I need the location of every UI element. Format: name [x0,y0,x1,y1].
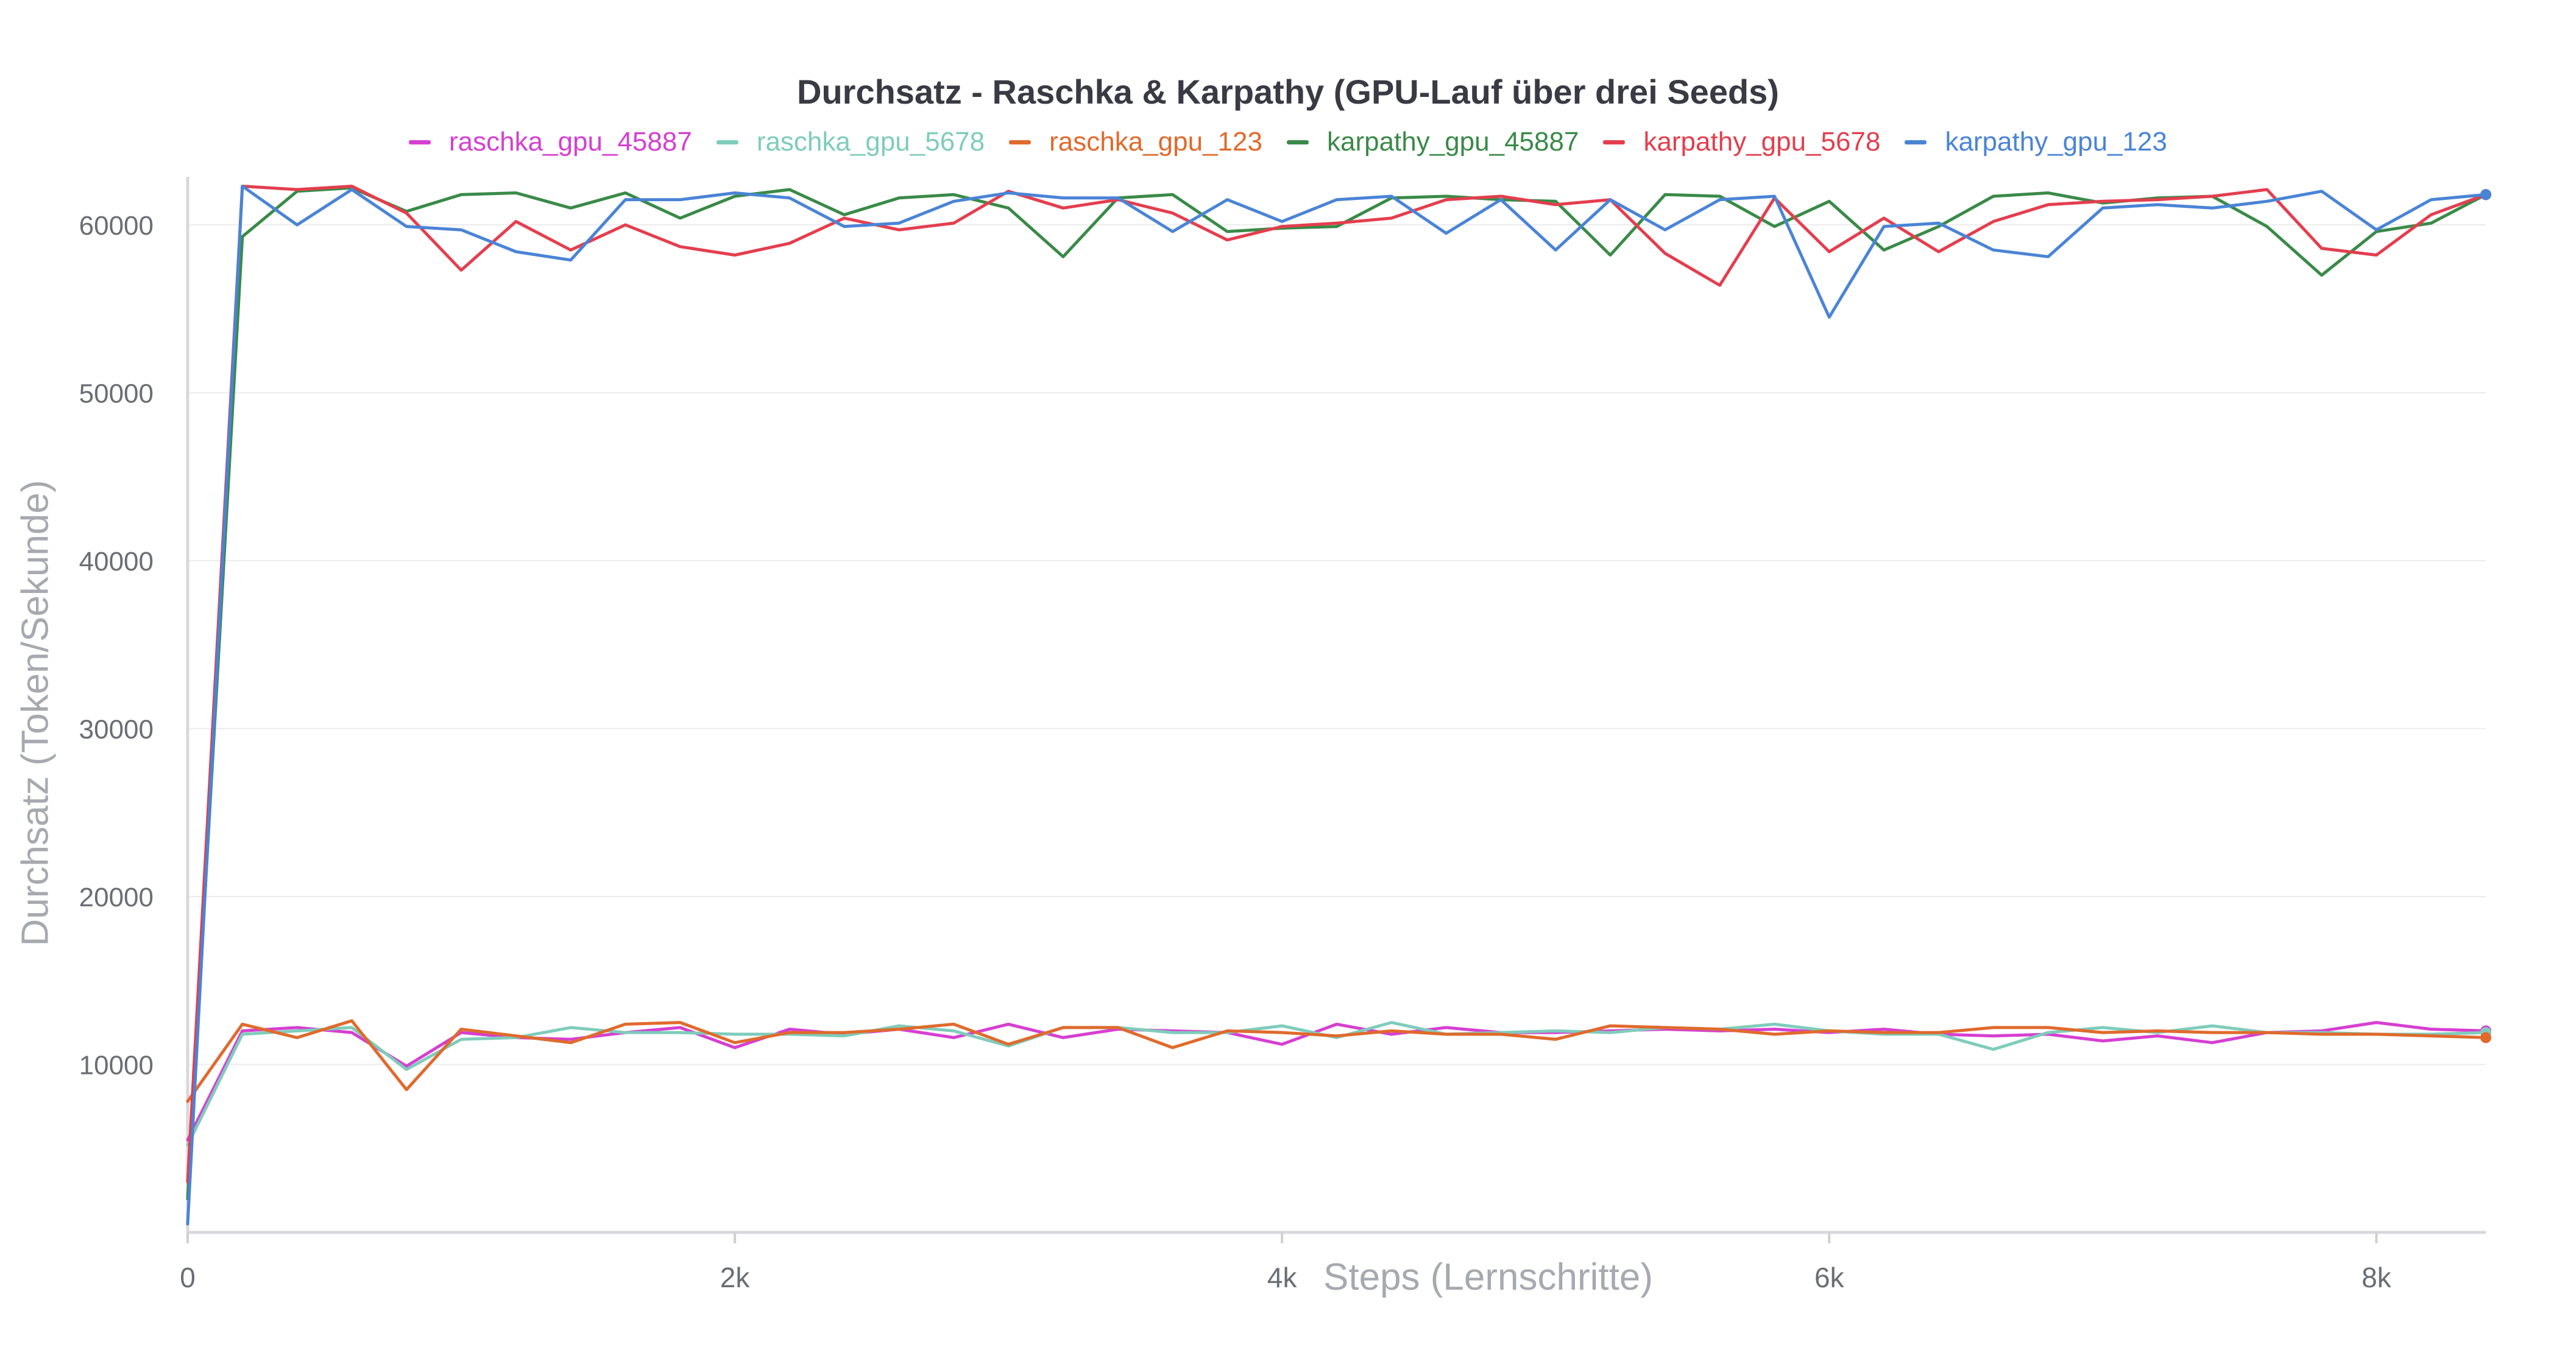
legend-label: raschka_gpu_123 [1049,127,1262,157]
y-tick-label: 40000 [79,547,154,577]
legend-label: raschka_gpu_45887 [449,127,692,157]
legend-label: karpathy_gpu_45887 [1326,127,1579,157]
legend-item[interactable]: karpathy_gpu_123 [1905,127,2167,157]
y-axis-label: Durchsatz (Token/Sekunde) [14,480,57,947]
legend-label: raschka_gpu_5678 [756,127,985,157]
legend-swatch [1603,140,1626,144]
legend-item[interactable]: karpathy_gpu_45887 [1286,127,1579,157]
legend-swatch [1009,140,1031,144]
legend-swatch [409,140,431,144]
legend-swatch [716,140,738,144]
series-line-raschka_gpu_45887 [186,1021,2488,1142]
series-line-karpathy_gpu_123 [186,185,2488,1226]
chart-legend: raschka_gpu_45887 raschka_gpu_5678 raschka… [0,127,2576,157]
legend-swatch [1905,140,1927,144]
chart-title: Durchsatz - Raschka & Karpathy (GPU-Lauf… [797,73,1779,111]
y-tick-label: 20000 [79,883,154,912]
y-tick-label: 30000 [79,714,154,744]
x-tick-label: 2k [720,1262,751,1293]
legend-swatch [1286,140,1309,144]
legend-item[interactable]: karpathy_gpu_5678 [1603,127,1880,157]
series-line-raschka_gpu_5678 [186,1021,2488,1147]
x-tick-label: 6k [1814,1262,1845,1293]
series-line-karpathy_gpu_5678 [186,185,2488,1184]
y-tick-label: 50000 [79,378,154,408]
legend-item[interactable]: raschka_gpu_45887 [409,127,692,157]
y-tick-label: 10000 [79,1050,154,1080]
legend-label: karpathy_gpu_5678 [1643,127,1881,157]
series-line-karpathy_gpu_45887 [186,186,2488,1201]
series-end-point [2480,1032,2491,1043]
legend-item[interactable]: raschka_gpu_123 [1009,127,1262,157]
legend-item[interactable]: raschka_gpu_5678 [716,127,985,157]
y-tick-label: 60000 [79,211,154,241]
series-end-point [2480,189,2491,201]
x-axis-label: Steps (Lernschritte) [1323,1256,1653,1298]
series-line-raschka_gpu_123 [186,1019,2488,1103]
legend-label: karpathy_gpu_123 [1945,127,2167,157]
x-tick-label: 4k [1267,1262,1298,1293]
x-tick-label: 8k [2362,1262,2392,1293]
x-tick-label: 0 [180,1262,196,1293]
